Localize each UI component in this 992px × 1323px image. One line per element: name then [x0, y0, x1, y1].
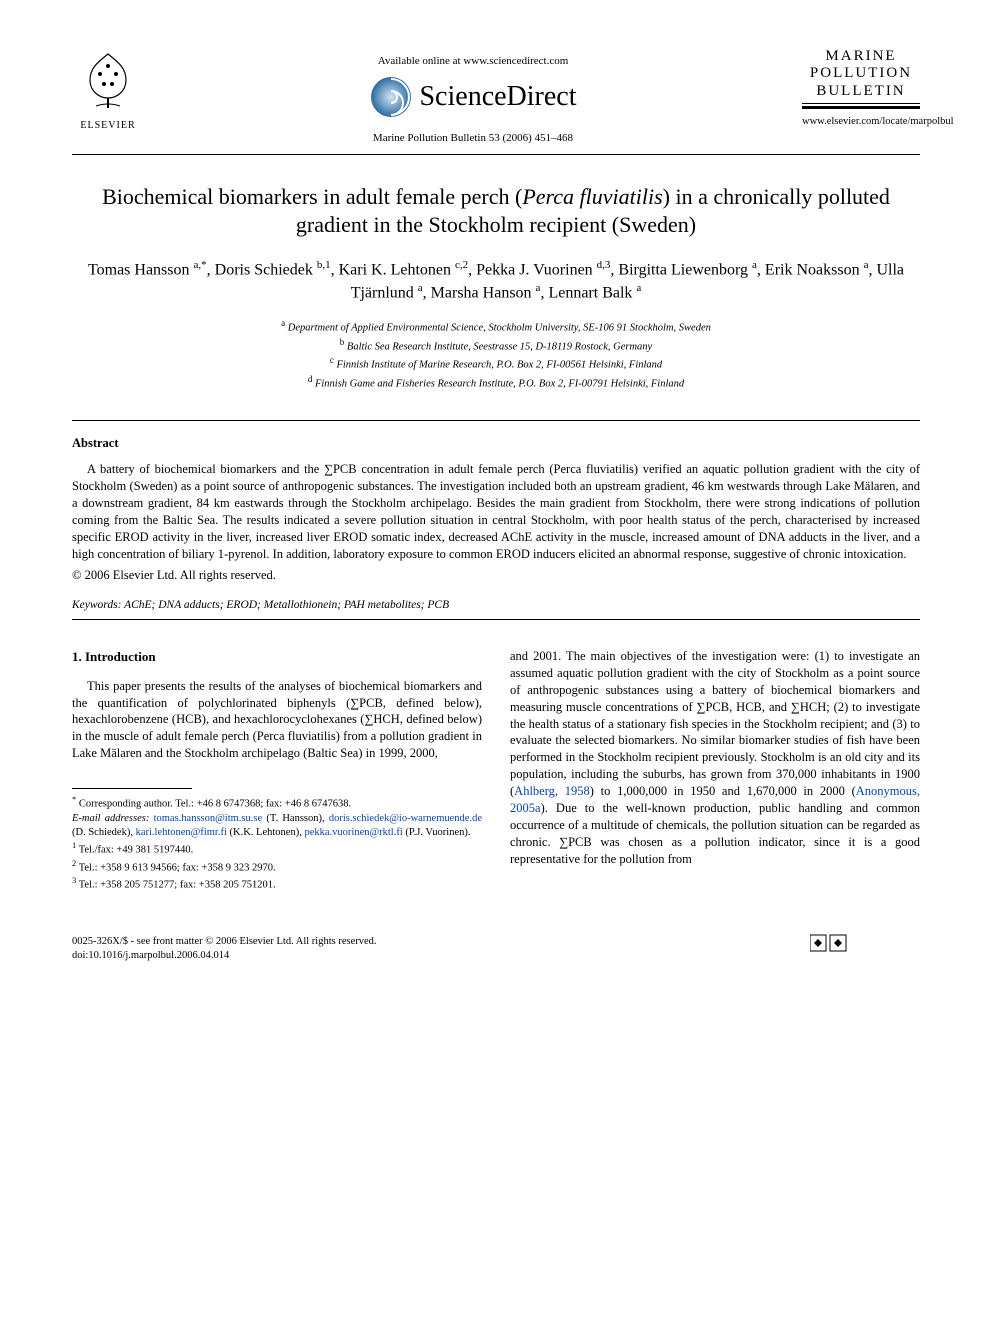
- affiliations: a Department of Applied Environmental Sc…: [72, 317, 920, 392]
- email-hansson-who: (T. Hansson),: [266, 813, 324, 824]
- footnote-separator: [72, 788, 192, 789]
- email-lehtonen[interactable]: kari.lehtonen@fimr.fi: [136, 827, 227, 838]
- available-online-text: Available online at www.sciencedirect.co…: [144, 54, 802, 69]
- abstract-top-rule: [72, 420, 920, 421]
- footnote-3: 3 Tel.: +358 205 751277; fax: +358 205 7…: [72, 875, 482, 893]
- sciencedirect-logo: ScienceDirect: [144, 75, 802, 119]
- corresponding-text: Corresponding author. Tel.: +46 8 674736…: [79, 799, 351, 810]
- journal-logo-line3: BULLETIN: [802, 83, 920, 100]
- body-columns: 1. Introduction This paper presents the …: [72, 648, 920, 893]
- email-vuorinen-who: (P.J. Vuorinen).: [405, 827, 470, 838]
- footnote-1: 1 Tel./fax: +49 381 5197440.: [72, 840, 482, 858]
- sciencedirect-block: Available online at www.sciencedirect.co…: [144, 48, 802, 146]
- email-vuorinen[interactable]: pekka.vuorinen@rktl.fi: [304, 827, 402, 838]
- emails-label: E-mail addresses:: [72, 813, 149, 824]
- abstract-heading: Abstract: [72, 435, 920, 452]
- column-right: and 2001. The main objectives of the inv…: [510, 648, 920, 893]
- footnote-2: 2 Tel.: +358 9 613 94566; fax: +358 9 32…: [72, 858, 482, 876]
- author-list: Tomas Hansson a,*, Doris Schiedek b,1, K…: [72, 258, 920, 305]
- affiliation-b: b Baltic Sea Research Institute, Seestra…: [72, 336, 920, 355]
- email-addresses: E-mail addresses: tomas.hansson@itm.su.s…: [72, 812, 482, 840]
- article-title: Biochemical biomarkers in adult female p…: [72, 183, 920, 240]
- affiliation-c: c Finnish Institute of Marine Research, …: [72, 354, 920, 373]
- journal-url: www.elsevier.com/locate/marpolbul: [802, 115, 920, 129]
- email-schiedek[interactable]: doris.schiedek@io-warnemuende.de: [329, 813, 482, 824]
- keywords-list: AChE; DNA adducts; EROD; Metallothionein…: [124, 599, 449, 611]
- front-matter-line: 0025-326X/$ - see front matter © 2006 El…: [72, 935, 377, 949]
- intro-col2-mid: ) to 1,000,000 in 1950 and 1,670,000 in …: [590, 784, 856, 798]
- elsevier-label: ELSEVIER: [72, 119, 144, 133]
- corresponding-author-footnote: * Corresponding author. Tel.: +46 8 6747…: [72, 794, 482, 812]
- page-footer: 0025-326X/$ - see front matter © 2006 El…: [72, 929, 920, 962]
- journal-title-logo: MARINE POLLUTION BULLETIN www.elsevier.c…: [802, 48, 920, 129]
- affiliation-d: d Finnish Game and Fisheries Research In…: [72, 373, 920, 392]
- affiliation-d-text: Finnish Game and Fisheries Research Inst…: [315, 378, 684, 389]
- email-hansson[interactable]: tomas.hansson@itm.su.se: [154, 813, 263, 824]
- affiliation-b-text: Baltic Sea Research Institute, Seestrass…: [347, 341, 652, 352]
- journal-logo-line1: MARINE: [802, 48, 920, 65]
- keywords: Keywords: AChE; DNA adducts; EROD; Metal…: [72, 598, 920, 614]
- abstract-body: A battery of biochemical biomarkers and …: [72, 461, 920, 562]
- footnote-1-text: Tel./fax: +49 381 5197440.: [79, 845, 194, 856]
- email-schiedek-who: (D. Schiedek),: [72, 827, 133, 838]
- sciencedirect-swirl-icon: [369, 75, 413, 119]
- footer-left: 0025-326X/$ - see front matter © 2006 El…: [72, 935, 377, 962]
- doi-line: doi:10.1016/j.marpolbul.2006.04.014: [72, 949, 377, 963]
- elsevier-logo: ELSEVIER: [72, 48, 144, 132]
- intro-para-col1: This paper presents the results of the a…: [72, 678, 482, 762]
- abstract-copyright: © 2006 Elsevier Ltd. All rights reserved…: [72, 567, 920, 584]
- affiliation-c-text: Finnish Institute of Marine Research, P.…: [336, 360, 662, 371]
- keywords-label: Keywords:: [72, 599, 121, 611]
- introduction-heading: 1. Introduction: [72, 648, 482, 666]
- header-separator-rule: [72, 154, 920, 155]
- email-lehtonen-who: (K.K. Lehtonen),: [230, 827, 302, 838]
- sciencedirect-name: ScienceDirect: [419, 78, 576, 116]
- journal-logo-line2: POLLUTION: [802, 65, 920, 82]
- column-left: 1. Introduction This paper presents the …: [72, 648, 482, 893]
- footer-right: [810, 929, 920, 962]
- footnotes: * Corresponding author. Tel.: +46 8 6747…: [72, 794, 482, 893]
- ref-ahlberg-1958[interactable]: Ahlberg, 1958: [514, 784, 590, 798]
- intro-col2-pre: and 2001. The main objectives of the inv…: [510, 649, 920, 798]
- journal-reference: Marine Pollution Bulletin 53 (2006) 451–…: [144, 131, 802, 146]
- abstract-bottom-rule: [72, 619, 920, 620]
- elsevier-tree-icon: [78, 48, 138, 112]
- journal-logo-thick-rule: [802, 106, 920, 109]
- intro-col2-post: ). Due to the well-known production, pub…: [510, 801, 920, 866]
- title-part-1: Biochemical biomarkers in adult female p…: [102, 184, 522, 209]
- affiliation-a: a Department of Applied Environmental Sc…: [72, 317, 920, 336]
- affiliation-a-text: Department of Applied Environmental Scie…: [288, 322, 711, 333]
- journal-header: ELSEVIER Available online at www.science…: [72, 48, 920, 146]
- publisher-mark-icon: [810, 929, 920, 957]
- journal-logo-rule: [802, 103, 920, 104]
- footnote-3-text: Tel.: +358 205 751277; fax: +358 205 751…: [79, 880, 276, 891]
- title-species-italic: Perca fluviatilis: [522, 184, 662, 209]
- intro-para-col2: and 2001. The main objectives of the inv…: [510, 648, 920, 867]
- footnote-2-text: Tel.: +358 9 613 94566; fax: +358 9 323 …: [79, 862, 276, 873]
